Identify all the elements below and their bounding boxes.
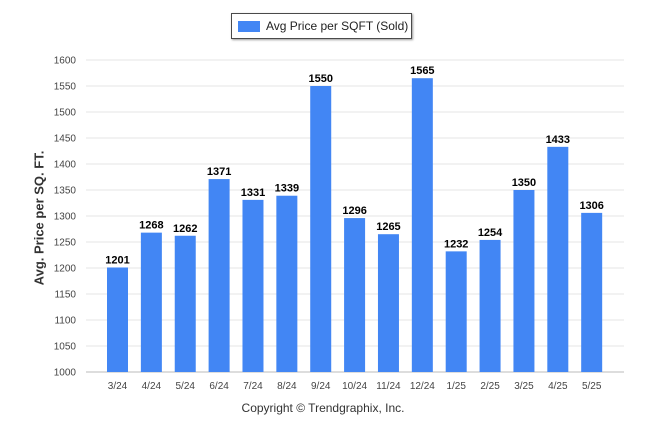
copyright-footer: Copyright © Trendgraphix, Inc. [241,401,405,415]
x-tick-label: 5/25 [582,381,602,392]
y-tick-label: 1450 [54,134,77,145]
bar [174,235,196,372]
data-label: 1565 [410,65,434,77]
data-label: 1371 [207,166,231,178]
y-axis-ticks: 1000 1050 1100 1150 1200 1250 1300 1350 1400 1450… [54,56,77,379]
y-tick-label: 1000 [54,368,77,379]
x-tick-label: 2/25 [480,381,500,392]
bar [140,232,162,372]
y-axis-title: Avg. Price per SQ. FT. [31,150,47,286]
data-label: 1268 [139,220,163,232]
data-label: 1232 [444,238,468,250]
chart-legend: Avg Price per SQFT (Sold) [231,13,412,39]
bar [344,218,366,372]
data-label: 1262 [173,223,197,235]
legend-swatch [238,21,260,32]
bar [547,146,569,372]
x-tick-label: 4/24 [142,381,162,392]
bar [208,179,230,372]
data-label: 1339 [275,183,299,195]
x-tick-label: 3/24 [108,381,128,392]
legend-label: Avg Price per SQFT (Sold) [266,19,409,33]
bar [581,212,603,372]
y-tick-label: 1150 [54,290,76,301]
x-tick-label: 12/24 [410,381,435,392]
x-tick-label: 6/24 [209,381,229,392]
x-tick-label: 7/24 [243,381,263,392]
bar [479,239,501,372]
y-tick-label: 1100 [54,316,76,327]
data-label: 1433 [546,134,570,146]
bars [107,78,603,372]
bar [411,78,433,372]
y-tick-label: 1050 [54,342,77,353]
bar [513,190,535,372]
y-tick-label: 1600 [54,56,77,67]
y-tick-label: 1500 [54,108,77,119]
x-tick-label: 8/24 [277,381,297,392]
data-label: 1306 [579,200,603,212]
bar [310,86,332,372]
data-label: 1201 [105,254,129,266]
data-label: 1350 [512,177,536,189]
x-tick-label: 3/25 [514,381,534,392]
data-label: 1331 [241,187,265,199]
y-tick-label: 1550 [54,82,77,93]
x-tick-label: 9/24 [311,381,331,392]
x-tick-label: 11/24 [376,381,401,392]
y-tick-label: 1300 [54,212,77,223]
y-tick-label: 1250 [54,238,77,249]
y-tick-label: 1400 [54,160,77,171]
x-tick-label: 5/24 [176,381,196,392]
bar [242,199,264,372]
y-tick-label: 1200 [54,264,77,275]
data-labels: 1201 1268 1262 1371 1331 1339 1550 1296 1265 1565… [105,65,604,266]
data-label: 1296 [342,205,366,217]
bar [107,267,128,372]
bar [445,251,467,372]
x-tick-label: 4/25 [548,381,568,392]
data-label: 1265 [376,221,400,233]
y-tick-label: 1350 [54,186,77,197]
x-axis-ticks: 3/24 4/24 5/24 6/24 7/24 8/24 9/24 10/24 11/24 12… [108,381,602,392]
bar [377,234,399,372]
x-tick-label: 10/24 [342,381,367,392]
data-label: 1550 [308,73,332,85]
x-tick-label: 1/25 [446,381,466,392]
data-label: 1254 [478,227,503,239]
bar [276,195,298,372]
